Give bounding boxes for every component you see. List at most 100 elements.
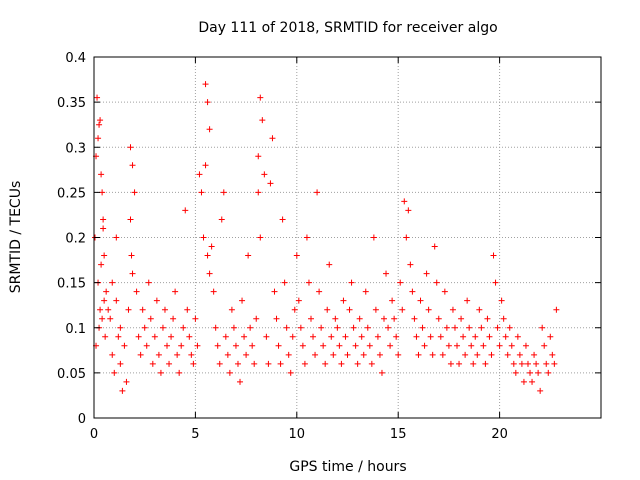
data-point [348,279,355,286]
y-tick-label: 0.1 [65,322,86,337]
data-point [289,333,296,340]
data-point [433,279,440,286]
y-tick-label: 0.3 [65,141,86,156]
data-point [123,378,130,385]
data-point [346,306,353,313]
data-points [92,81,560,394]
chart-title: Day 111 of 2018, SRMTID for receiver alg… [198,20,497,36]
y-tick-label: 0 [78,412,86,427]
data-point [472,333,479,340]
x-tick-label: 0 [90,427,98,442]
data-point [427,333,434,340]
data-point [460,333,467,340]
data-point [210,288,217,295]
data-point [100,225,107,232]
data-point [287,369,294,376]
data-point [322,360,329,367]
data-point [147,315,154,322]
data-point [226,369,233,376]
y-axis-label: SRMTID / TECUs [8,181,24,294]
data-point [222,333,229,340]
data-point [421,342,428,349]
data-point [184,306,191,313]
data-point [241,333,248,340]
data-point [283,324,290,331]
data-point [202,81,209,88]
data-point [214,342,221,349]
data-point [109,279,116,286]
data-point [354,360,361,367]
data-point [462,351,469,358]
data-point [372,306,379,313]
data-point [263,333,270,340]
data-point [212,324,219,331]
data-point [265,360,272,367]
data-point [484,315,491,322]
data-point [464,297,471,304]
data-point [531,351,538,358]
data-point [141,324,148,331]
data-point [520,378,527,385]
data-point [437,333,444,340]
data-point [524,360,531,367]
data-point [441,288,448,295]
data-point [230,324,237,331]
x-tick-label: 15 [390,427,407,442]
data-point [350,324,357,331]
data-point [506,324,513,331]
data-point [543,360,550,367]
data-point [99,315,106,322]
data-point [133,288,140,295]
data-point [478,324,485,331]
data-point [458,315,465,322]
data-point [393,333,400,340]
data-point [490,252,497,259]
data-point [125,306,132,313]
data-point [529,378,536,385]
data-point [399,306,406,313]
data-point [257,94,264,101]
data-point [166,360,173,367]
x-axis-ticks: 0 5 10 15 20 [90,57,508,442]
data-point [127,216,134,223]
data-point [245,252,252,259]
data-point [285,351,292,358]
data-point [310,333,317,340]
data-point [454,342,461,349]
data-point [533,360,540,367]
data-point [234,360,241,367]
data-point [366,342,373,349]
data-point [232,342,239,349]
data-point [356,315,363,322]
data-point [415,351,422,358]
data-point [204,99,211,106]
data-point [551,360,558,367]
data-point [95,135,102,142]
data-point [129,270,136,277]
data-point [295,297,302,304]
data-point [425,306,432,313]
data-point [344,351,351,358]
data-point [239,297,246,304]
data-point [247,324,254,331]
data-point [535,369,542,376]
data-point [445,342,452,349]
data-point [435,315,442,322]
x-axis-label: GPS time / hours [289,459,406,475]
data-point [103,288,110,295]
data-point [508,342,515,349]
data-point [305,279,312,286]
data-point [338,360,345,367]
data-point [334,324,341,331]
data-point [496,342,503,349]
data-point [314,189,321,196]
data-point [208,243,215,250]
data-point [429,351,436,358]
data-point [326,261,333,268]
data-point [200,234,207,241]
data-point [395,351,402,358]
data-point [549,351,556,358]
data-point [186,333,193,340]
data-point [117,324,124,331]
data-point [97,306,104,313]
